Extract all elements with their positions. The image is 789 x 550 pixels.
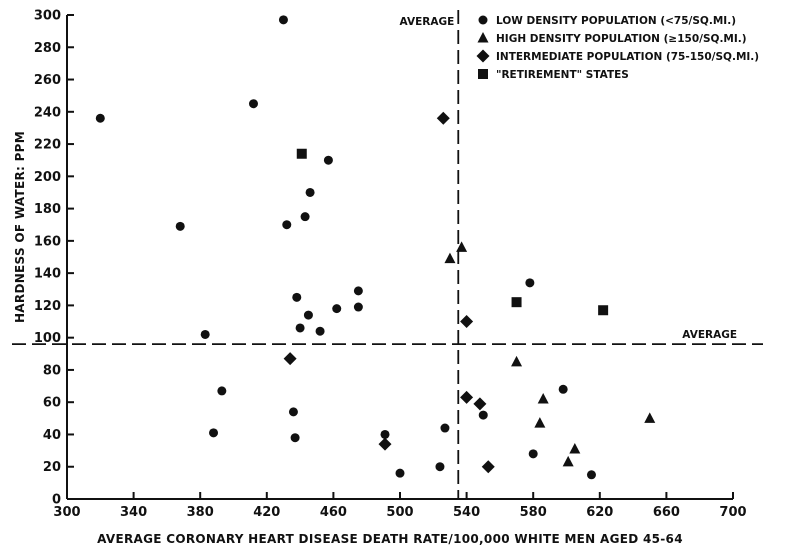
y-tick-label: 20 [43,460,61,475]
y-tick-label: 240 [34,105,61,120]
y-tick-label: 40 [43,428,61,443]
y-tick-label: 220 [34,138,61,153]
circle-point [175,221,185,231]
triangle-point [644,412,656,423]
x-tick-label: 620 [586,505,613,520]
diamond-point [460,390,474,404]
legend-marker-triangle [477,32,489,43]
triangle-point [444,252,456,264]
x-tick-label: 660 [653,505,680,520]
y-tick-label: 200 [34,170,61,185]
circle-point [300,212,310,222]
triangle-point [562,455,574,467]
legend-marker-circle [478,15,488,25]
series-diamond [283,111,495,474]
y-tick-label: 80 [43,363,61,378]
reference-lines: AVERAGE AVERAGE [12,10,763,499]
data-points [95,15,656,480]
x-tick-label: 580 [520,505,547,520]
circle-point [435,462,445,472]
x-tick-label: 700 [719,505,746,520]
circle-point [315,326,325,336]
diamond-point [460,315,474,329]
y-tick-label: 180 [34,202,61,217]
circle-point [305,187,315,197]
x-tick-label: 340 [120,505,147,520]
x-tick-label: 300 [53,505,80,520]
legend-label: "RETIREMENT" STATES [496,69,629,81]
diamond-point [283,352,297,366]
series-triangle [444,241,656,467]
y-tick-label: 0 [52,493,61,508]
circle-point [395,468,405,478]
x-tick-label: 380 [187,505,214,520]
diamond-point [473,397,487,411]
y-tick-label: 280 [34,41,61,56]
circle-point [200,329,210,339]
y-axis-title: HARDNESS OF WATER: PPM [13,131,27,323]
circle-point [303,310,313,320]
y-tick-label: 160 [34,234,61,249]
x-tick-label: 420 [253,505,280,520]
y-tick-label: 260 [34,73,61,88]
y-tick-label: 120 [34,299,61,314]
circle-point [332,304,342,314]
triangle-point [569,442,581,454]
circle-point [290,433,300,443]
square-point [598,305,609,316]
triangle-point [537,392,549,404]
triangle-point [456,241,468,252]
vertical-average-label: AVERAGE [400,16,455,28]
circle-point [323,155,333,165]
legend-marker-diamond [476,49,490,63]
triangle-point [511,355,523,367]
x-axis-title: AVERAGE CORONARY HEART DISEASE DEATH RAT… [97,532,683,546]
x-tick-label: 500 [386,505,413,520]
circle-point [528,449,538,459]
horizontal-average-label: AVERAGE [682,329,737,341]
x-tick-label: 540 [453,505,480,520]
circle-point [440,423,450,433]
circle-point [558,384,568,394]
triangle-point [534,417,546,428]
square-point [296,148,307,159]
y-axis-ticks: 0 20 40 60 80 100 120 140 160 180 200 220 240 260 280 3… [34,9,74,508]
circle-point [95,113,105,123]
circle-point [353,302,363,312]
plot-frame [66,15,733,500]
circle-point [295,323,305,333]
series-circle [95,15,596,480]
y-tick-label: 140 [34,267,61,282]
legend-label: LOW DENSITY POPULATION (<75/SQ.MI.) [496,15,736,27]
circle-point [353,286,363,296]
circle-point [282,220,292,230]
diamond-point [436,111,450,125]
diamond-point [378,437,392,451]
y-tick-label: 60 [43,396,61,411]
x-tick-label: 460 [320,505,347,520]
circle-point [586,470,596,480]
y-tick-label: 100 [34,331,61,346]
legend: LOW DENSITY POPULATION (<75/SQ.MI.) HIGH … [476,15,759,81]
circle-point [217,386,227,396]
circle-point [288,407,298,417]
legend-label: HIGH DENSITY POPULATION (≥150/SQ.MI.) [496,33,747,45]
circle-point [292,292,302,302]
series-square [296,148,609,316]
legend-marker-square [478,69,488,79]
circle-point [525,278,535,288]
y-tick-label: 300 [34,9,61,24]
circle-point [278,15,288,25]
circle-point [248,99,258,109]
legend-label: INTERMEDIATE POPULATION (75-150/SQ.MI.) [496,51,759,63]
circle-point [209,428,219,438]
circle-point [478,410,488,420]
circle-point [380,429,390,439]
square-point [511,297,522,308]
x-axis-ticks: 300 340 380 420 460 500 540 580 620 660 700 [53,492,747,520]
diamond-point [481,460,495,474]
